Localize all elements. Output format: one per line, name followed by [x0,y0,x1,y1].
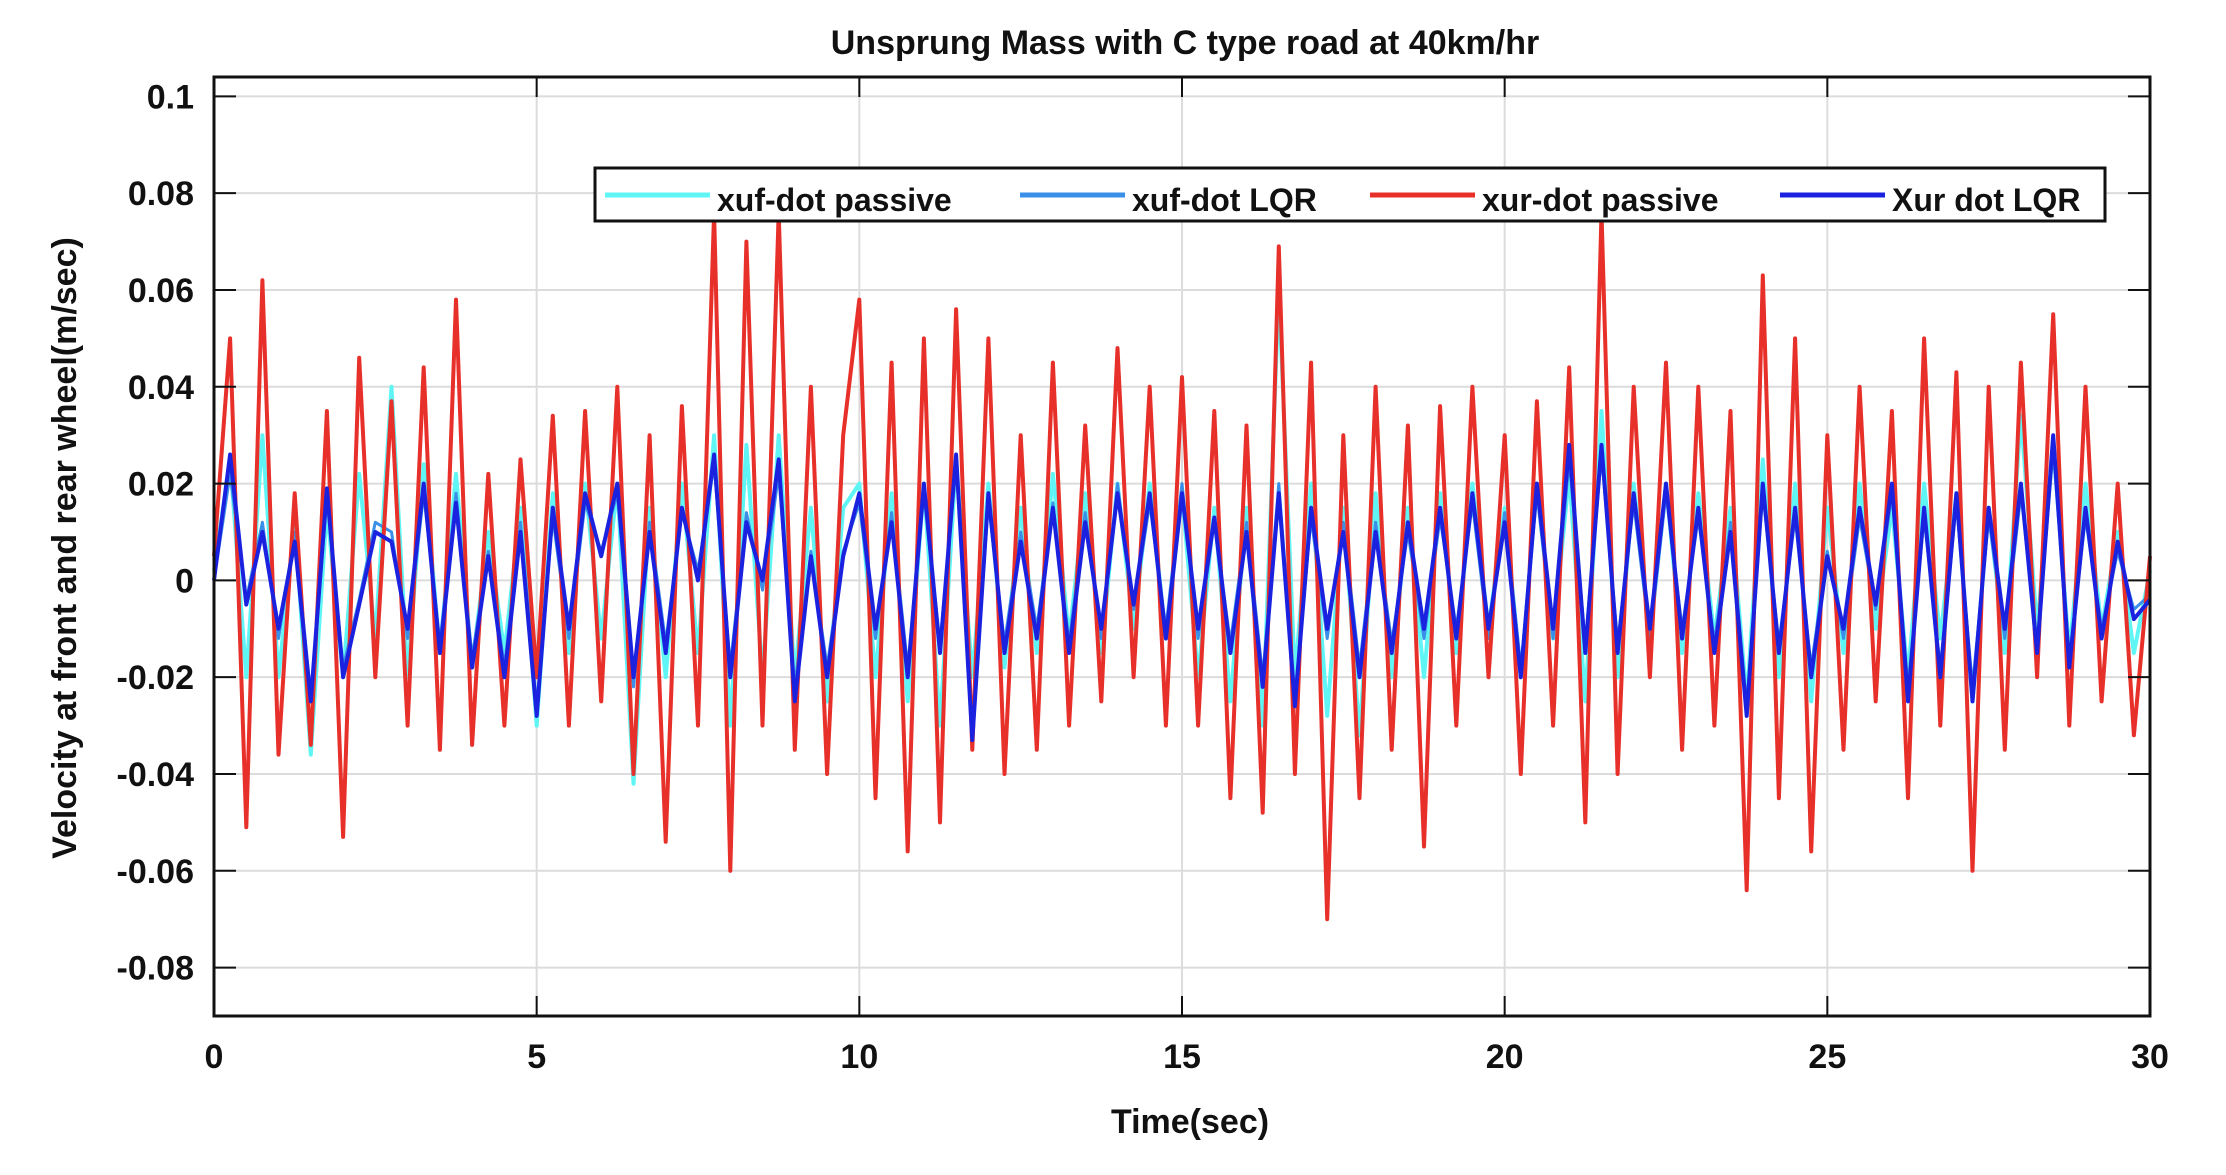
series-lines [212,210,2152,922]
legend-label: Xur dot LQR [1892,182,2080,218]
axis-ticks: 0 5 10 15 20 25 30 -0.08 -0.06 -0.04 -0.02 0 0.02 0.0… [117,77,2169,1076]
series-line-4 [212,433,2152,743]
y-tick-label: 0.06 [128,272,194,310]
legend-label: xuf-dot LQR [1132,182,1317,218]
x-tick-label: 15 [1163,1038,1201,1076]
y-tick-label: -0.02 [117,659,195,697]
x-tick-label: 10 [840,1038,878,1076]
y-tick-label: 0 [175,562,194,600]
x-tick-label: 5 [527,1038,546,1076]
x-tick-label: 0 [205,1038,224,1076]
x-axis-label: Time(sec) [1111,1103,1269,1141]
legend-label: xur-dot passive [1482,182,1719,218]
x-tick-label: 30 [2131,1038,2169,1076]
y-tick-label: -0.04 [117,756,195,794]
y-tick-label: -0.06 [117,853,195,891]
y-tick-label: 0.1 [147,78,194,116]
y-axis-label: Velocity at front and rear wheel(m/sec) [46,237,84,859]
legend-label: xuf-dot passive [717,182,952,218]
x-tick-label: 20 [1486,1038,1524,1076]
chart-title: Unsprung Mass with C type road at 40km/h… [831,24,1539,62]
y-tick-label: 0.08 [128,175,194,213]
y-tick-label: -0.08 [117,950,195,988]
series-line-3 [212,210,2152,922]
y-tick-label: 0.02 [128,466,194,504]
y-tick-label: 0.04 [128,369,194,407]
x-tick-label: 25 [1808,1038,1846,1076]
legend: xuf-dot passive xuf-dot LQR xur-dot passiv… [593,166,2107,223]
